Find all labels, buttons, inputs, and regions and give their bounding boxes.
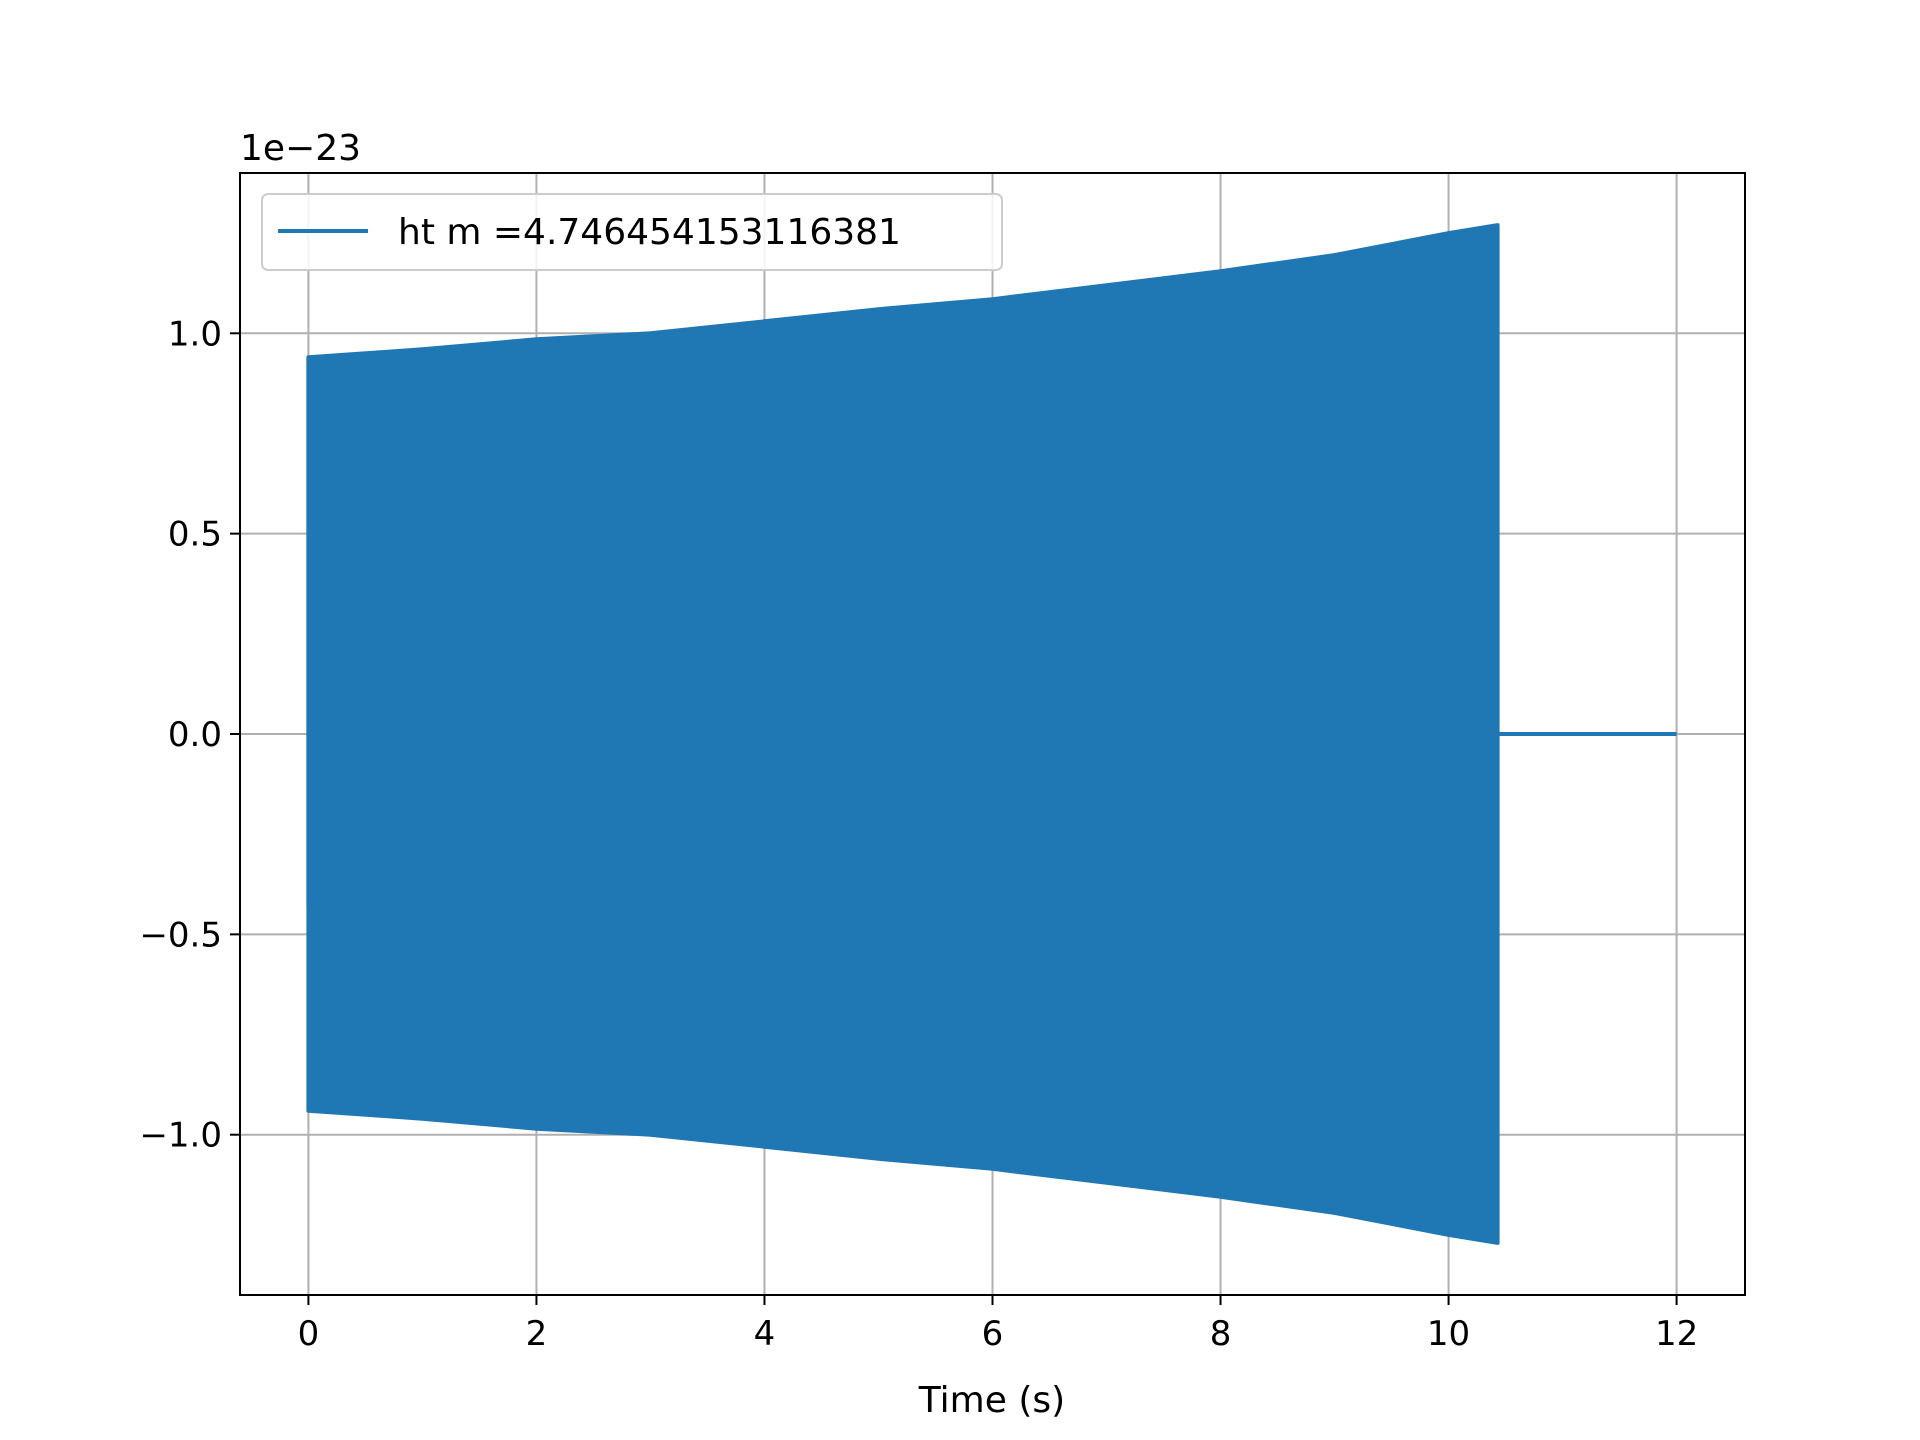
x-tick-label: 10 bbox=[1427, 1314, 1470, 1354]
y-offset-label: 1e−23 bbox=[240, 128, 361, 169]
y-tick-label: −1.0 bbox=[139, 1116, 222, 1156]
x-tick-label: 0 bbox=[298, 1314, 320, 1354]
y-tick-label: 1.0 bbox=[168, 314, 222, 354]
y-tick-label: 0.5 bbox=[168, 515, 222, 555]
legend-box bbox=[261, 193, 1003, 271]
series-layer bbox=[306, 223, 1677, 1245]
x-tick-label: 6 bbox=[982, 1314, 1004, 1354]
y-tick-label: 0.0 bbox=[168, 715, 222, 755]
y-tick-label: −0.5 bbox=[139, 915, 222, 955]
x-tick-label: 2 bbox=[526, 1314, 548, 1354]
x-tick-label: 4 bbox=[754, 1314, 776, 1354]
legend-label: ht m =4.746454153116381 bbox=[398, 212, 901, 253]
x-axis-label: Time (s) bbox=[918, 1380, 1065, 1421]
ticks: 0 2 4 6 8 10 12 −1.0 −0.5 0.0 0.5 1.0 bbox=[139, 314, 1698, 1354]
x-tick-label: 12 bbox=[1655, 1314, 1698, 1354]
x-tick-label: 8 bbox=[1210, 1314, 1232, 1354]
legend: ht m =4.746454153116381 bbox=[261, 193, 1003, 271]
series-oscillation-envelope bbox=[306, 223, 1500, 1245]
